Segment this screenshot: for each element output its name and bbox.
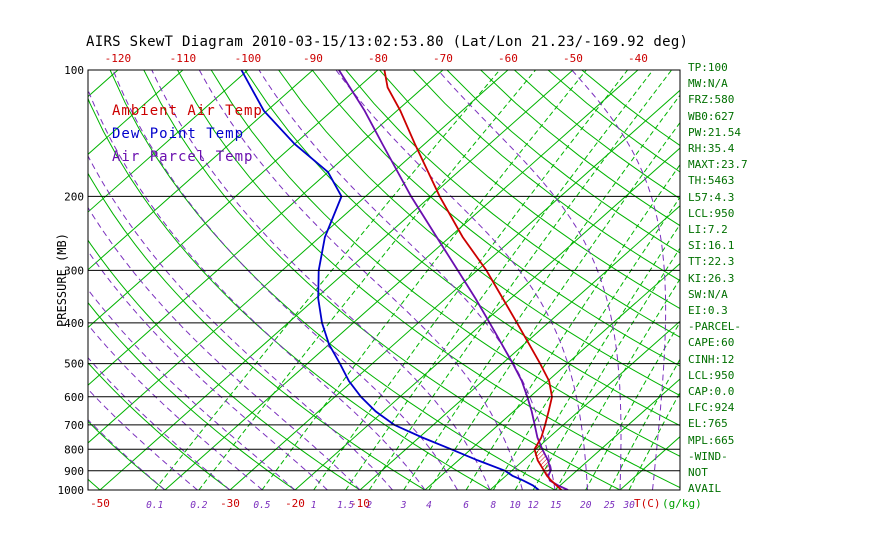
stat-row: RH:35.4	[688, 142, 735, 156]
stat-row: LCL:950	[688, 206, 735, 220]
svg-text:200: 200	[64, 190, 84, 203]
stat-row: EL:765	[688, 417, 728, 431]
chart-title: AIRS SkewT Diagram 2010-03-15/13:02:53.8…	[86, 34, 689, 50]
svg-text:0.5: 0.5	[253, 500, 270, 511]
stat-row: EI:0.3	[688, 304, 728, 318]
svg-text:0.1: 0.1	[146, 500, 163, 511]
svg-text:0.2: 0.2	[190, 500, 207, 511]
svg-text:-120: -120	[105, 52, 132, 65]
svg-text:1000: 1000	[58, 484, 85, 497]
legend: Ambient Air Temp Dew Point Temp Air Parc…	[112, 100, 263, 169]
svg-text:1.5: 1.5	[337, 500, 354, 511]
svg-text:-100: -100	[235, 52, 262, 65]
stat-row: SW:N/A	[688, 287, 728, 301]
svg-text:10: 10	[509, 500, 521, 511]
legend-item-ambient-air-temp: Ambient Air Temp	[112, 103, 263, 119]
svg-text:1: 1	[311, 500, 317, 511]
svg-text:-110: -110	[170, 52, 197, 65]
svg-text:400: 400	[64, 317, 84, 330]
stat-row: LI:7.2	[688, 223, 728, 237]
svg-text:600: 600	[64, 391, 84, 404]
stat-row: LFC:924	[688, 401, 735, 415]
stat-row: SI:16.1	[688, 239, 735, 253]
svg-text:15: 15	[550, 500, 562, 511]
svg-text:3: 3	[400, 500, 407, 511]
stat-row: TH:5463	[688, 174, 735, 188]
svg-text:8: 8	[490, 500, 496, 511]
svg-text:900: 900	[64, 465, 84, 478]
stat-row: KI:26.3	[688, 271, 735, 285]
stat-row: CAP:0.0	[688, 385, 735, 399]
legend-item-dew-point-temp: Dew Point Temp	[112, 126, 245, 142]
svg-text:30: 30	[622, 500, 635, 511]
svg-text:-30: -30	[220, 497, 240, 510]
stat-row: MPL:665	[688, 433, 735, 447]
svg-text:300: 300	[64, 264, 84, 277]
stat-row: AVAIL	[688, 482, 722, 496]
stats-panel: TP:100 MW:N/A FRZ:580 WB0:627 PW:21.54 RH:35.…	[688, 60, 748, 497]
svg-text:2: 2	[366, 500, 372, 511]
stat-row: CAPE:60	[688, 336, 735, 350]
svg-text:6: 6	[463, 500, 469, 511]
svg-text:-20: -20	[285, 497, 305, 510]
svg-text:100: 100	[64, 64, 84, 77]
svg-text:-90: -90	[303, 52, 323, 65]
svg-text:-80: -80	[368, 52, 388, 65]
svg-text:-70: -70	[433, 52, 453, 65]
stat-row: PW:21.54	[688, 125, 741, 139]
svg-text:-60: -60	[498, 52, 518, 65]
svg-text:T(C): T(C)	[634, 497, 661, 510]
svg-text:-50: -50	[90, 497, 110, 510]
svg-text:-40: -40	[628, 52, 648, 65]
stat-row: TT:22.3	[688, 255, 735, 269]
pressure-axis-label: PRESSURE (MB)	[55, 233, 69, 327]
svg-text:500: 500	[64, 358, 84, 371]
stat-row: -PARCEL-	[688, 320, 741, 334]
svg-text:-10: -10	[350, 497, 370, 510]
stat-row: NOT	[688, 466, 708, 480]
svg-text:700: 700	[64, 419, 84, 432]
svg-text:20: 20	[580, 500, 592, 511]
svg-text:(g/kg): (g/kg)	[662, 497, 702, 510]
stat-row: MW:N/A	[688, 77, 728, 91]
stat-row: L57:4.3	[688, 190, 735, 204]
stat-row: LCL:950	[688, 368, 735, 382]
svg-text:-50: -50	[563, 52, 583, 65]
legend-item-air-parcel-temp: Air Parcel Temp	[112, 149, 254, 165]
stat-row: MAXT:23.7	[688, 158, 748, 172]
stat-row: -WIND-	[688, 449, 728, 463]
stat-row: TP:100	[688, 61, 728, 74]
svg-text:25: 25	[604, 500, 616, 511]
svg-text:12: 12	[527, 500, 539, 511]
stat-row: FRZ:580	[688, 93, 735, 107]
stat-row: CINH:12	[688, 352, 735, 366]
svg-text:800: 800	[64, 443, 84, 456]
stat-row: WB0:627	[688, 109, 735, 123]
svg-text:4: 4	[426, 500, 432, 511]
